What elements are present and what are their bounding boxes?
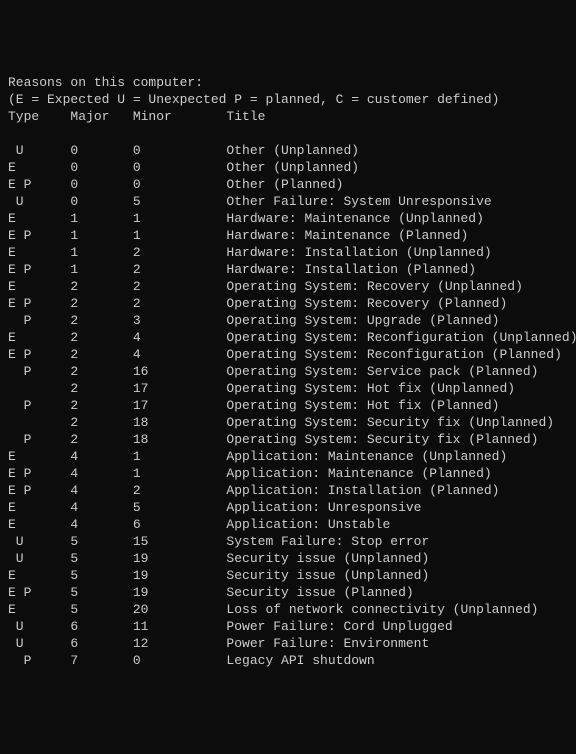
blank-line	[8, 125, 568, 142]
reason-row: E P 1 1 Hardware: Maintenance (Planned)	[8, 227, 568, 244]
reason-row: E 5 19 Security issue (Unplanned)	[8, 567, 568, 584]
reason-row: E 4 1 Application: Maintenance (Unplanne…	[8, 448, 568, 465]
reason-row: E 4 6 Application: Unstable	[8, 516, 568, 533]
reason-row: E 4 5 Application: Unresponsive	[8, 499, 568, 516]
reason-row: E P 1 2 Hardware: Installation (Planned)	[8, 261, 568, 278]
header-line-2: (E = Expected U = Unexpected P = planned…	[8, 91, 568, 108]
reason-row: U 0 5 Other Failure: System Unresponsive	[8, 193, 568, 210]
reason-row: 2 17 Operating System: Hot fix (Unplanne…	[8, 380, 568, 397]
reasons-table-body: U 0 0 Other (Unplanned)E 0 0 Other (Unpl…	[8, 142, 568, 669]
reason-row: E 1 2 Hardware: Installation (Unplanned)	[8, 244, 568, 261]
reason-row: 2 18 Operating System: Security fix (Unp…	[8, 414, 568, 431]
reason-row: E P 4 1 Application: Maintenance (Planne…	[8, 465, 568, 482]
reason-row: E P 2 2 Operating System: Recovery (Plan…	[8, 295, 568, 312]
reason-row: E 2 4 Operating System: Reconfiguration …	[8, 329, 568, 346]
reason-row: E P 0 0 Other (Planned)	[8, 176, 568, 193]
header-line-1: Reasons on this computer:	[8, 74, 568, 91]
reason-row: P 2 17 Operating System: Hot fix (Planne…	[8, 397, 568, 414]
reason-row: U 6 12 Power Failure: Environment	[8, 635, 568, 652]
reason-row: U 6 11 Power Failure: Cord Unplugged	[8, 618, 568, 635]
reason-row: E P 4 2 Application: Installation (Plann…	[8, 482, 568, 499]
reason-row: P 7 0 Legacy API shutdown	[8, 652, 568, 669]
reason-row: E P 5 19 Security issue (Planned)	[8, 584, 568, 601]
reason-row: P 2 3 Operating System: Upgrade (Planned…	[8, 312, 568, 329]
reason-row: P 2 16 Operating System: Service pack (P…	[8, 363, 568, 380]
reason-row: U 5 15 System Failure: Stop error	[8, 533, 568, 550]
reason-row: E 5 20 Loss of network connectivity (Unp…	[8, 601, 568, 618]
reason-row: U 5 19 Security issue (Unplanned)	[8, 550, 568, 567]
reason-row: U 0 0 Other (Unplanned)	[8, 142, 568, 159]
reason-row: E 0 0 Other (Unplanned)	[8, 159, 568, 176]
reason-row: E P 2 4 Operating System: Reconfiguratio…	[8, 346, 568, 363]
reason-row: E 1 1 Hardware: Maintenance (Unplanned)	[8, 210, 568, 227]
reason-row: E 2 2 Operating System: Recovery (Unplan…	[8, 278, 568, 295]
reason-row: P 2 18 Operating System: Security fix (P…	[8, 431, 568, 448]
column-header-row: Type Major Minor Title	[8, 108, 568, 125]
